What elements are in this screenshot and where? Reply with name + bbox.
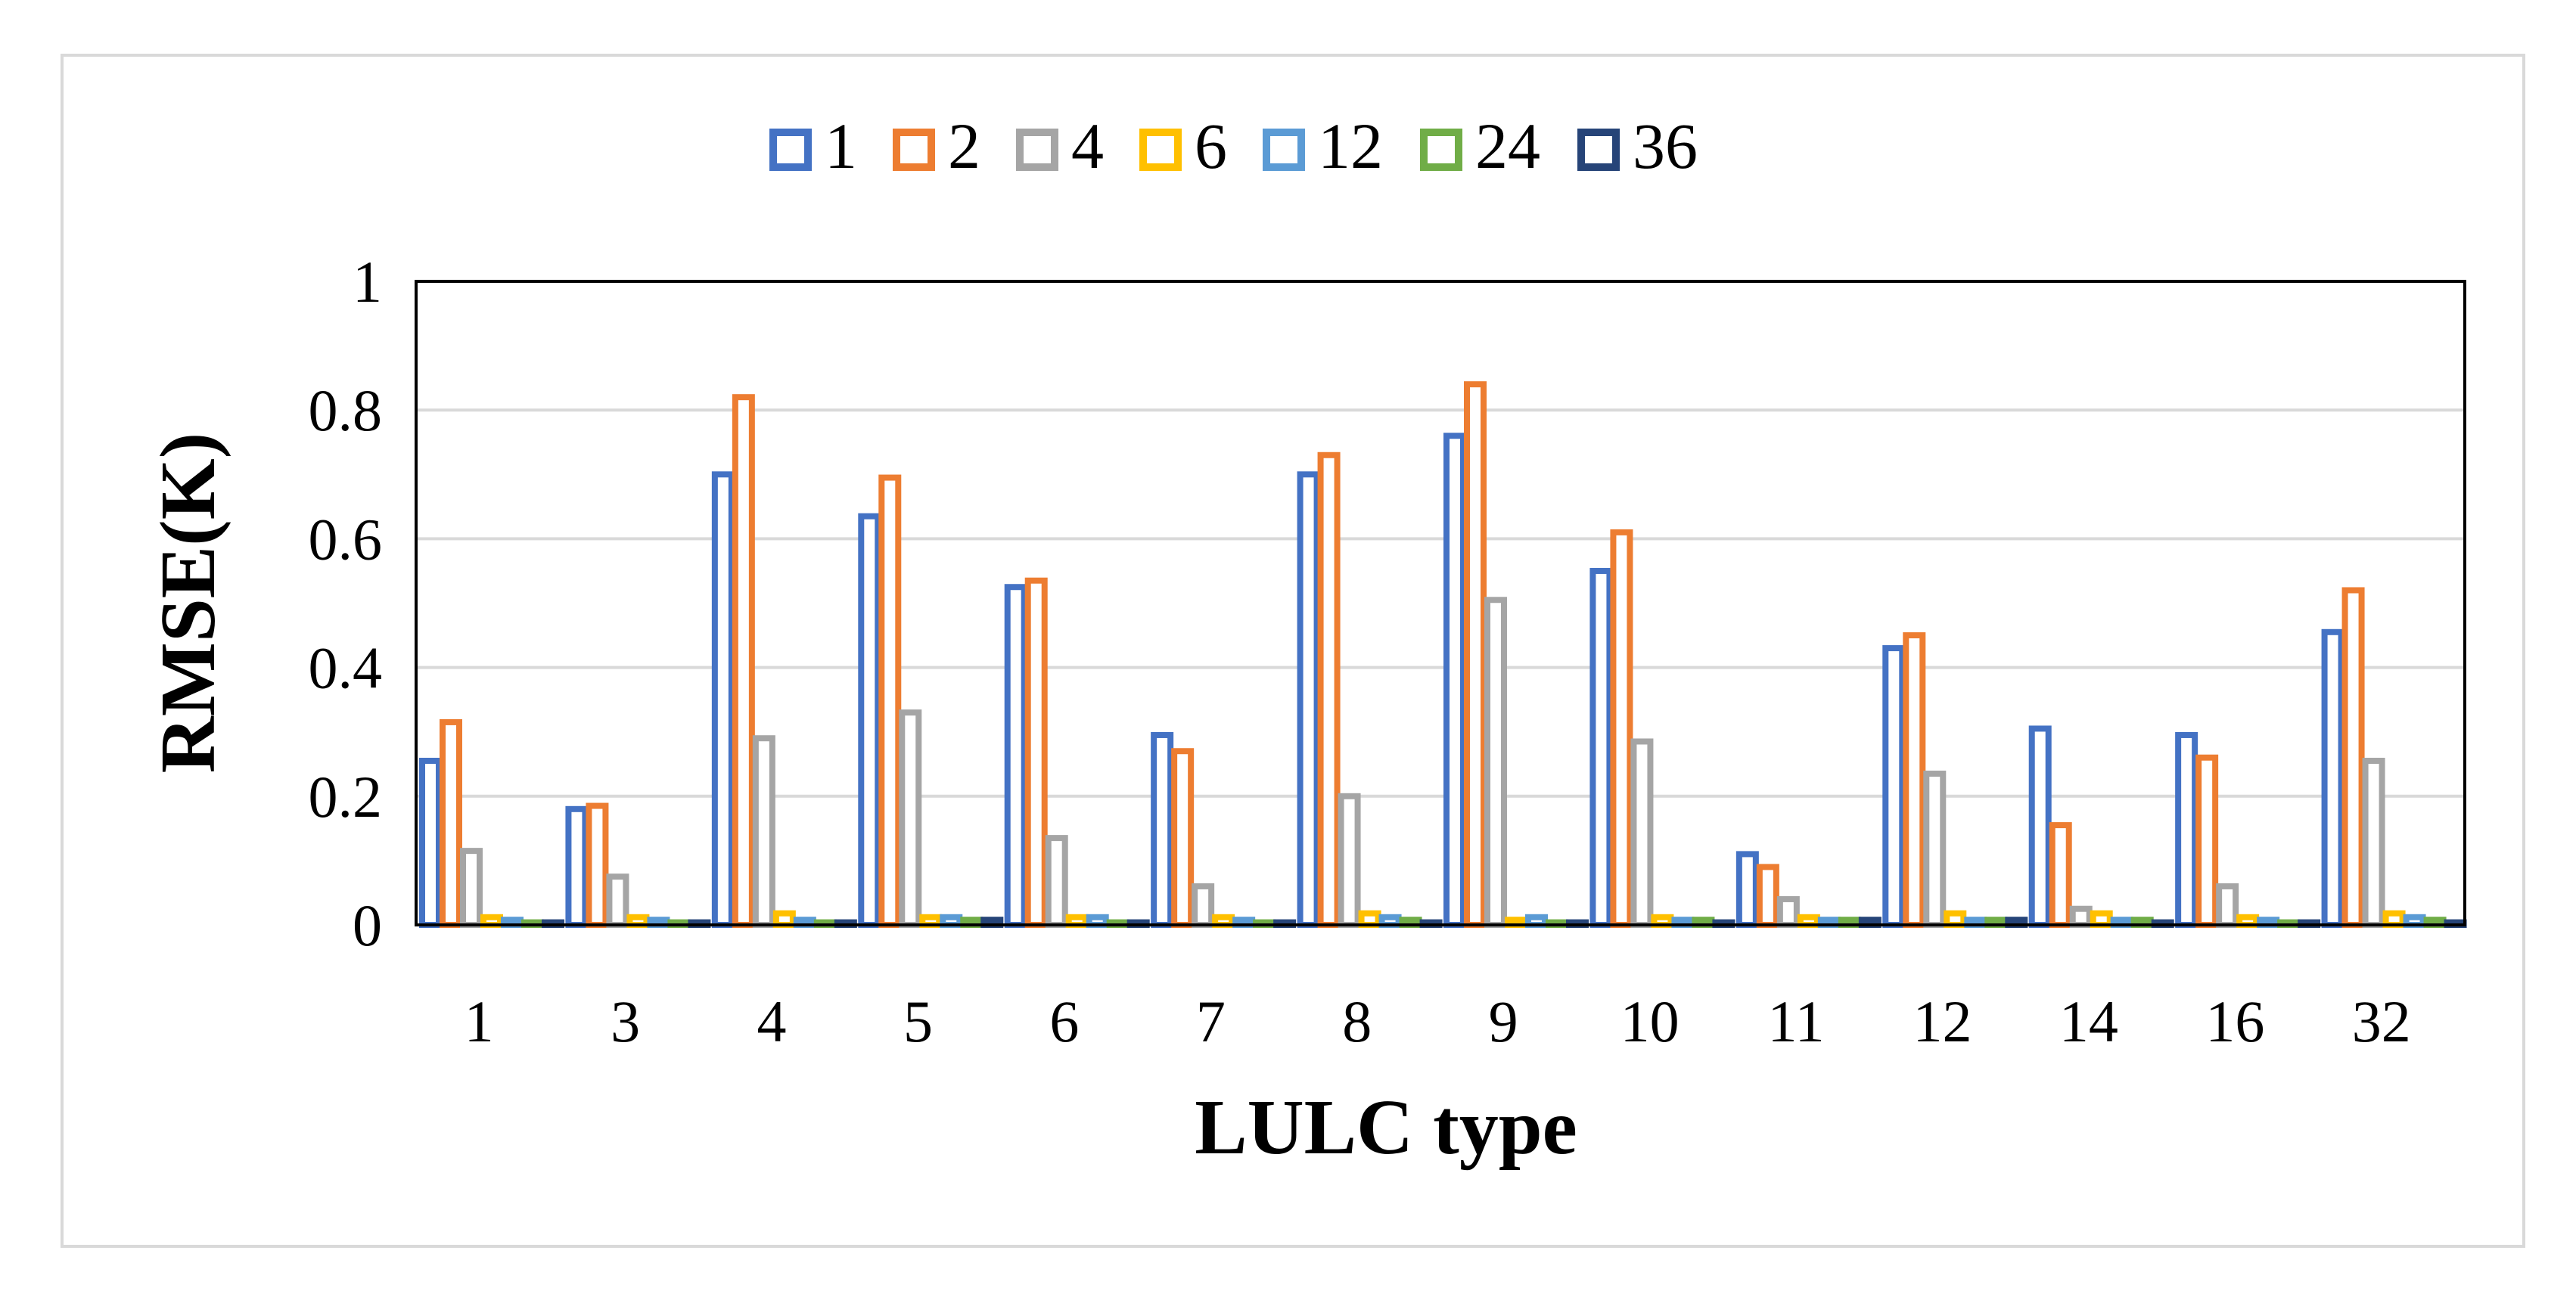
bar bbox=[1317, 451, 1341, 928]
bar bbox=[1903, 632, 1926, 928]
y-axis-title: RMSE(K) bbox=[144, 433, 231, 774]
bar bbox=[2362, 757, 2385, 928]
bar bbox=[1192, 883, 1215, 928]
bar bbox=[1923, 771, 1947, 929]
legend-swatch bbox=[1577, 129, 1620, 171]
bar bbox=[1358, 910, 1381, 929]
legend-label: 36 bbox=[1633, 110, 1698, 182]
x-tick-label: 32 bbox=[2352, 988, 2411, 1054]
x-tick-labels: 1 3 4 5 6 7 8 9 10 11 12 14 16 32 bbox=[465, 988, 2411, 1054]
x-axis-title: LULC type bbox=[1195, 1084, 1577, 1171]
legend-label: 1 bbox=[825, 110, 857, 182]
legend-swatch bbox=[1420, 129, 1462, 171]
bar bbox=[2028, 725, 2052, 928]
legend-label: 2 bbox=[948, 110, 980, 182]
bar bbox=[460, 848, 483, 929]
bar bbox=[1589, 567, 1613, 928]
y-tick-label: 0.2 bbox=[309, 764, 383, 830]
x-tick-label: 3 bbox=[611, 988, 640, 1054]
bar bbox=[1045, 835, 1068, 928]
bar bbox=[419, 757, 442, 928]
bar bbox=[772, 910, 796, 929]
legend-label: 24 bbox=[1475, 110, 1540, 182]
y-tick-label: 0 bbox=[353, 892, 382, 958]
legend-label: 4 bbox=[1071, 110, 1104, 182]
y-tick-labels: 0 0.2 0.4 0.6 0.8 1 bbox=[309, 249, 383, 958]
bar bbox=[1464, 381, 1487, 929]
legend-swatch bbox=[769, 129, 812, 171]
bar bbox=[1484, 597, 1507, 928]
bar bbox=[440, 718, 462, 928]
bar bbox=[2195, 754, 2219, 928]
legend-swatch bbox=[1016, 129, 1058, 171]
bar bbox=[1443, 433, 1466, 928]
x-tick-label: 4 bbox=[757, 988, 787, 1054]
bar bbox=[1944, 910, 1967, 929]
bar bbox=[1882, 645, 1906, 928]
legend-label: 6 bbox=[1195, 110, 1227, 182]
legend: 1 2 4 6 12 24 36 bbox=[769, 110, 1698, 182]
x-tick-label: 5 bbox=[903, 988, 933, 1054]
bar bbox=[2321, 628, 2345, 928]
bar bbox=[899, 709, 922, 928]
x-tick-label: 1 bbox=[465, 988, 494, 1054]
x-tick-label: 8 bbox=[1342, 988, 1372, 1054]
x-tick-label: 7 bbox=[1196, 988, 1226, 1054]
legend-label: 12 bbox=[1318, 110, 1383, 182]
bar bbox=[1610, 529, 1633, 928]
bar bbox=[1004, 584, 1027, 928]
legend-swatch bbox=[1263, 129, 1305, 171]
plot-area-frame bbox=[415, 280, 2466, 926]
chart-area-border bbox=[61, 54, 2525, 1248]
y-tick-label: 0.8 bbox=[309, 377, 383, 443]
y-tick-label: 0.4 bbox=[309, 635, 383, 701]
legend-swatch bbox=[893, 129, 935, 171]
bar bbox=[606, 873, 629, 929]
bar bbox=[2090, 910, 2113, 929]
bar bbox=[1735, 851, 1759, 929]
bar bbox=[1171, 748, 1195, 928]
bar bbox=[2216, 883, 2239, 928]
bar bbox=[2382, 910, 2406, 929]
bar bbox=[565, 805, 589, 928]
bar bbox=[2069, 905, 2093, 928]
x-tick-label: 16 bbox=[2205, 988, 2264, 1054]
bar bbox=[1630, 738, 1654, 929]
x-tick-label: 14 bbox=[2059, 988, 2118, 1054]
x-tick-label: 10 bbox=[1620, 988, 1680, 1054]
legend-swatch bbox=[1139, 129, 1182, 171]
bar bbox=[586, 802, 609, 928]
bar bbox=[2341, 587, 2365, 928]
bar bbox=[711, 471, 735, 928]
bar bbox=[1024, 577, 1048, 929]
bar bbox=[1297, 471, 1320, 928]
bar bbox=[1338, 793, 1361, 929]
bar bbox=[752, 735, 775, 929]
bar bbox=[2175, 731, 2198, 929]
bar bbox=[1776, 895, 1800, 928]
bar bbox=[732, 394, 755, 928]
x-tick-label: 11 bbox=[1767, 988, 1824, 1054]
bar bbox=[1756, 864, 1779, 929]
bar bbox=[858, 513, 881, 928]
x-tick-label: 12 bbox=[1913, 988, 1972, 1054]
y-tick-label: 1 bbox=[353, 249, 382, 315]
x-tick-label: 9 bbox=[1489, 988, 1518, 1054]
bar bbox=[878, 474, 902, 928]
x-tick-label: 6 bbox=[1049, 988, 1079, 1054]
bar bbox=[1151, 731, 1174, 929]
bar bbox=[2049, 822, 2072, 928]
y-tick-label: 0.6 bbox=[309, 506, 383, 572]
